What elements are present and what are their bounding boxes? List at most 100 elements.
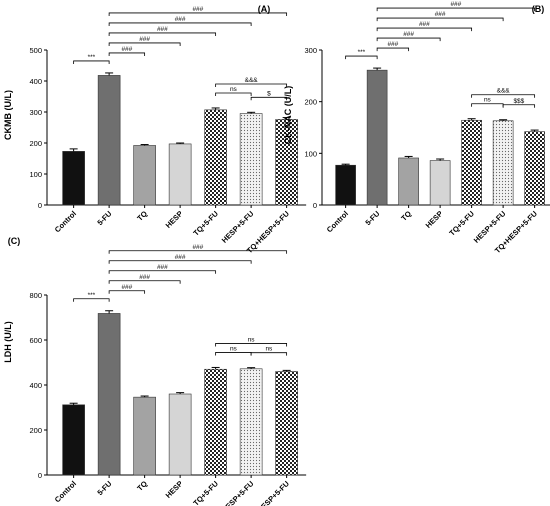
x-tick-label: 5-FU: [95, 209, 113, 227]
bar: [239, 368, 263, 476]
significance-bracket: [250, 352, 288, 356]
significance-label: ###: [139, 36, 150, 43]
bar: [524, 131, 545, 206]
significance-label: ###: [175, 16, 186, 23]
y-tick-label: 300: [304, 46, 317, 55]
x-tick-label: TQ: [135, 209, 149, 223]
bar: [168, 393, 192, 476]
bar: [398, 157, 419, 206]
bar: [133, 145, 156, 206]
significance-bracket: [376, 27, 473, 32]
significance-label: ###: [121, 284, 132, 291]
panel-label: (B): [532, 4, 545, 14]
significance-label: $$$: [513, 98, 524, 105]
bar: [97, 75, 121, 206]
significance-label: ###: [175, 254, 186, 261]
x-tick-label: 5-FU: [95, 479, 113, 497]
bar: [168, 143, 192, 206]
y-tick-label: 100: [29, 170, 42, 179]
y-axis-title: LDH (U/L): [3, 321, 13, 363]
significance-label: ns: [484, 97, 492, 104]
significance-label: ns: [230, 86, 238, 93]
significance-label: ###: [192, 244, 203, 251]
significance-label: &&&: [497, 88, 511, 95]
y-tick-label: 0: [38, 201, 42, 210]
significance-label: ###: [121, 46, 132, 53]
y-tick-label: 300: [29, 108, 42, 117]
significance-bracket: [73, 60, 110, 64]
significance-label: ###: [157, 26, 168, 33]
bar: [492, 120, 514, 206]
significance-label: $: [267, 90, 271, 97]
panel-label: (C): [8, 236, 21, 246]
significance-label: ns: [265, 346, 273, 353]
significance-label: ###: [139, 274, 150, 281]
significance-bracket: [73, 298, 110, 302]
bar: [461, 119, 482, 206]
x-tick-label: Control: [53, 479, 78, 504]
bar: [366, 69, 388, 206]
bar: [429, 160, 451, 206]
bar: [204, 109, 227, 206]
x-tick-label: Control: [325, 209, 350, 234]
chart-panel-b: (B) CK-NAC (U/L) 0 100 200 300 Control 5-FU TQ…: [283, 1, 550, 255]
significance-bracket: [376, 37, 441, 42]
significance-label: ***: [88, 292, 96, 299]
y-tick-label: 400: [29, 381, 42, 390]
bar: [275, 371, 298, 476]
y-tick-label: 0: [38, 471, 42, 480]
y-tick-label: 200: [304, 98, 317, 107]
significance-bracket: [108, 260, 252, 264]
significance-label: ###: [435, 11, 446, 18]
bar: [62, 151, 85, 206]
x-tick-label: HESP: [424, 209, 445, 230]
significance-label: ***: [88, 54, 96, 61]
x-tick-label: Control: [53, 209, 78, 234]
significance-label: ###: [450, 1, 461, 8]
significance-bracket: [502, 104, 536, 108]
bar: [335, 164, 356, 206]
significance-bracket: [376, 17, 504, 22]
y-tick-label: 0: [313, 201, 317, 210]
x-tick-label: TQ+5-FU: [191, 209, 220, 238]
y-tick-label: 200: [29, 426, 42, 435]
y-axis-title: CK-NAC (U/L): [283, 86, 293, 145]
y-tick-label: 100: [304, 149, 317, 158]
significance-bracket: [471, 94, 536, 98]
significance-bracket: [215, 352, 252, 356]
y-axis-title: CKMB (U/L): [3, 90, 13, 140]
chart-panel-c: (C) LDH (U/L) 0 200 400 600 800 Control 5-FU TQ…: [3, 236, 307, 506]
significance-label: ###: [192, 6, 203, 13]
significance-bracket: [215, 83, 288, 87]
significance-label: ns: [248, 336, 256, 343]
significance-bracket: [345, 55, 378, 60]
significance-label: ns: [230, 345, 238, 352]
significance-label: ###: [157, 264, 168, 271]
significance-label: ###: [387, 41, 398, 48]
x-tick-label: HESP+5-FU: [220, 209, 256, 245]
panel-label: (A): [258, 4, 271, 14]
significance-bracket: [108, 290, 146, 294]
significance-bracket: [215, 92, 252, 96]
significance-bracket: [108, 22, 252, 26]
x-tick-label: TQ: [399, 209, 413, 223]
significance-label: ###: [419, 21, 430, 28]
y-tick-label: 600: [29, 336, 42, 345]
bar: [62, 404, 85, 476]
x-tick-label: TQ: [135, 479, 149, 493]
significance-label: ###: [403, 31, 414, 38]
significance-bracket: [376, 7, 536, 12]
significance-bracket: [108, 52, 146, 56]
x-tick-label: HESP+5-FU: [220, 479, 256, 506]
x-tick-label: HESP: [164, 479, 185, 500]
y-tick-label: 400: [29, 77, 42, 86]
significance-bracket: [108, 250, 288, 254]
significance-bracket: [108, 280, 181, 284]
x-tick-label: 5-FU: [363, 209, 381, 227]
significance-bracket: [471, 103, 504, 107]
significance-bracket: [108, 32, 217, 36]
significance-bracket: [108, 270, 217, 274]
y-tick-label: 500: [29, 46, 42, 55]
y-tick-label: 200: [29, 139, 42, 148]
